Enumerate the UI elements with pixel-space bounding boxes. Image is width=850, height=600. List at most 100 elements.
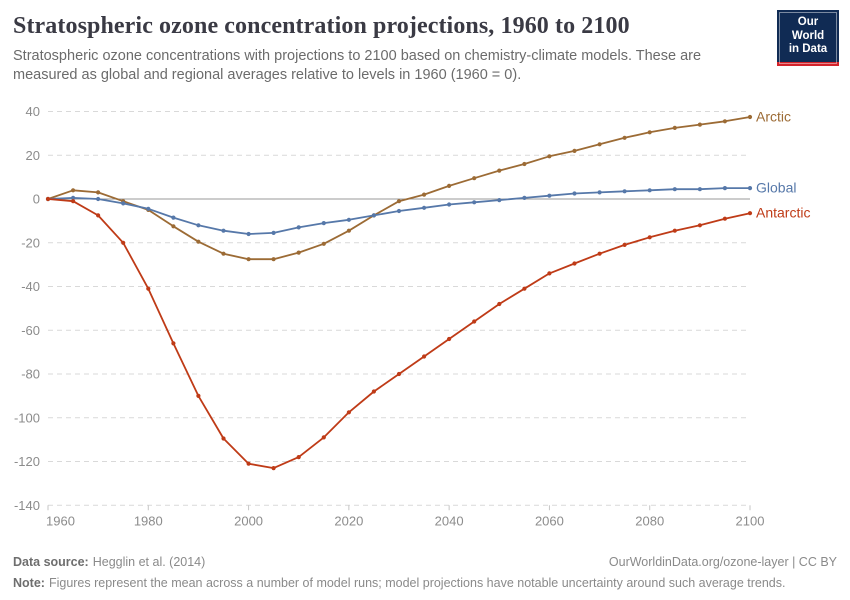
chart-header: Stratospheric ozone concentration projec… [13, 13, 760, 85]
point-global-2015[interactable] [321, 221, 326, 226]
point-antarctic-2085[interactable] [672, 228, 677, 233]
point-arctic-2040[interactable] [447, 183, 452, 188]
point-antarctic-1990[interactable] [196, 393, 201, 398]
point-antarctic-2050[interactable] [497, 301, 502, 307]
line-antarctic[interactable] [47, 198, 751, 470]
point-global-2020[interactable] [346, 217, 351, 222]
point-arctic-1990[interactable] [196, 239, 201, 244]
point-antarctic-1970[interactable] [96, 213, 101, 218]
point-global-2090[interactable] [697, 187, 703, 192]
point-antarctic-2100[interactable] [747, 211, 753, 216]
point-antarctic-2060[interactable] [547, 271, 552, 276]
point-antarctic-2090[interactable] [697, 223, 703, 228]
point-arctic-2050[interactable] [497, 168, 502, 173]
point-arctic-2080[interactable] [647, 130, 652, 135]
point-antarctic-2035[interactable] [422, 354, 427, 359]
point-global-1990[interactable] [196, 223, 201, 228]
point-antarctic-1980[interactable] [146, 286, 151, 291]
point-arctic-2035[interactable] [422, 192, 427, 197]
series-label-global[interactable]: Global [756, 180, 796, 196]
y-axis-label--140: -140 [14, 498, 40, 513]
point-global-2025[interactable] [371, 213, 376, 218]
point-global-1965[interactable] [71, 195, 76, 200]
point-global-2060[interactable] [547, 193, 552, 198]
point-global-1975[interactable] [121, 201, 126, 206]
series-label-antarctic[interactable]: Antarctic [756, 205, 810, 221]
point-arctic-2075[interactable] [622, 135, 627, 140]
point-antarctic-2080[interactable] [647, 235, 652, 240]
point-global-1995[interactable] [221, 228, 226, 233]
x-axis-label-2020: 2020 [334, 513, 363, 528]
chart-title: Stratospheric ozone concentration projec… [13, 13, 630, 39]
point-antarctic-2000[interactable] [246, 461, 251, 466]
point-global-2080[interactable] [647, 188, 652, 193]
x-axis-label-2100: 2100 [736, 513, 765, 528]
point-arctic-1970[interactable] [96, 190, 101, 195]
point-global-2100[interactable] [747, 186, 753, 191]
point-arctic-2020[interactable] [346, 228, 351, 233]
point-global-2070[interactable] [597, 190, 602, 195]
point-global-2075[interactable] [622, 189, 627, 194]
point-global-1980[interactable] [146, 206, 151, 211]
point-arctic-2060[interactable] [547, 154, 552, 159]
point-arctic-2000[interactable] [246, 257, 251, 262]
point-arctic-2095[interactable] [722, 119, 728, 124]
line-arctic[interactable] [47, 116, 751, 261]
point-arctic-1965[interactable] [71, 188, 76, 193]
point-antarctic-2095[interactable] [722, 216, 728, 221]
point-antarctic-1995[interactable] [221, 436, 226, 441]
point-arctic-2065[interactable] [572, 148, 577, 153]
y-axis-label--100: -100 [14, 410, 40, 425]
y-axis-label--60: -60 [21, 323, 40, 338]
point-antarctic-2040[interactable] [447, 336, 452, 342]
point-antarctic-1975[interactable] [121, 240, 126, 245]
point-antarctic-2055[interactable] [522, 286, 527, 291]
point-antarctic-2025[interactable] [371, 389, 376, 394]
point-arctic-2030[interactable] [396, 199, 402, 204]
point-antarctic-2070[interactable] [597, 251, 602, 256]
point-antarctic-2075[interactable] [622, 242, 627, 247]
point-global-2000[interactable] [246, 231, 251, 237]
point-global-1970[interactable] [96, 196, 101, 202]
point-antarctic-2005[interactable] [271, 466, 276, 471]
point-arctic-2055[interactable] [522, 161, 527, 167]
point-global-2085[interactable] [672, 187, 677, 192]
point-arctic-2070[interactable] [597, 142, 602, 147]
point-arctic-1995[interactable] [221, 251, 226, 256]
owid-logo[interactable]: Our World in Data [777, 10, 839, 66]
point-arctic-2085[interactable] [672, 125, 677, 130]
point-antarctic-2010[interactable] [296, 455, 301, 460]
point-global-2045[interactable] [472, 200, 477, 205]
point-arctic-2005[interactable] [271, 257, 276, 262]
point-global-2005[interactable] [271, 230, 276, 235]
point-global-1985[interactable] [171, 215, 176, 220]
point-arctic-2090[interactable] [697, 122, 703, 127]
x-axis-label-2060: 2060 [535, 513, 564, 528]
point-arctic-2045[interactable] [472, 176, 477, 181]
point-antarctic-2065[interactable] [572, 261, 577, 266]
x-axis-label-1960: 1960 [46, 513, 75, 528]
series-label-arctic[interactable]: Arctic [756, 108, 791, 124]
point-antarctic-2015[interactable] [321, 435, 326, 440]
point-arctic-2010[interactable] [296, 250, 301, 255]
point-arctic-1985[interactable] [171, 224, 176, 229]
point-antarctic-1960[interactable] [45, 196, 51, 202]
point-global-2030[interactable] [396, 208, 402, 214]
owid-url-license-link[interactable]: OurWorldinData.org/ozone-layer | CC BY [608, 555, 837, 569]
point-global-2040[interactable] [447, 202, 452, 207]
point-global-2055[interactable] [522, 195, 527, 200]
point-arctic-2015[interactable] [321, 241, 326, 246]
point-antarctic-2030[interactable] [396, 371, 402, 377]
point-antarctic-1965[interactable] [71, 199, 76, 204]
point-global-2065[interactable] [572, 191, 577, 196]
point-antarctic-2020[interactable] [346, 410, 351, 415]
point-arctic-2100[interactable] [747, 114, 753, 120]
y-axis-label-40: 40 [26, 104, 40, 119]
point-antarctic-1985[interactable] [171, 341, 176, 346]
point-antarctic-2045[interactable] [472, 319, 477, 324]
point-global-2050[interactable] [497, 198, 502, 203]
y-axis-label--120: -120 [14, 454, 40, 469]
point-global-2095[interactable] [722, 186, 728, 191]
point-global-2010[interactable] [296, 225, 301, 230]
point-global-2035[interactable] [422, 205, 427, 210]
